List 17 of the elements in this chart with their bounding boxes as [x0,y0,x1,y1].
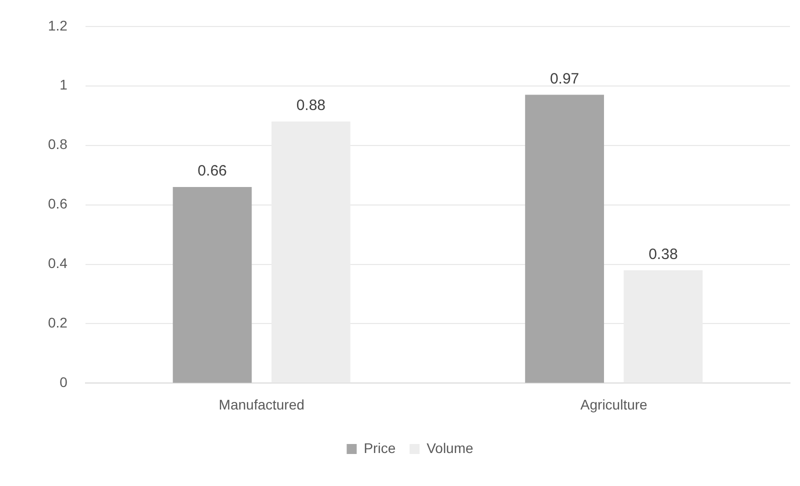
y-tick-label: 0.8 [48,136,68,152]
y-tick-label: 1 [60,76,68,93]
y-tick-label: 0 [60,374,68,390]
data-label: 0.88 [296,97,326,114]
bar [172,186,252,383]
y-tick-label: 1.2 [48,17,68,34]
data-label: 0.38 [648,246,678,263]
data-label: 0.97 [550,70,580,88]
y-tick-label: 0.6 [48,196,68,212]
y-tick-label: 0.4 [48,255,68,272]
y-tick-label: 0.2 [48,314,68,331]
legend-label: Price [364,440,396,456]
bar [525,94,604,383]
x-tick-label: Agriculture [580,396,648,412]
legend-label: Volume [426,440,474,456]
data-label: 0.66 [198,162,227,180]
x-tick-label: Manufactured [218,396,304,412]
